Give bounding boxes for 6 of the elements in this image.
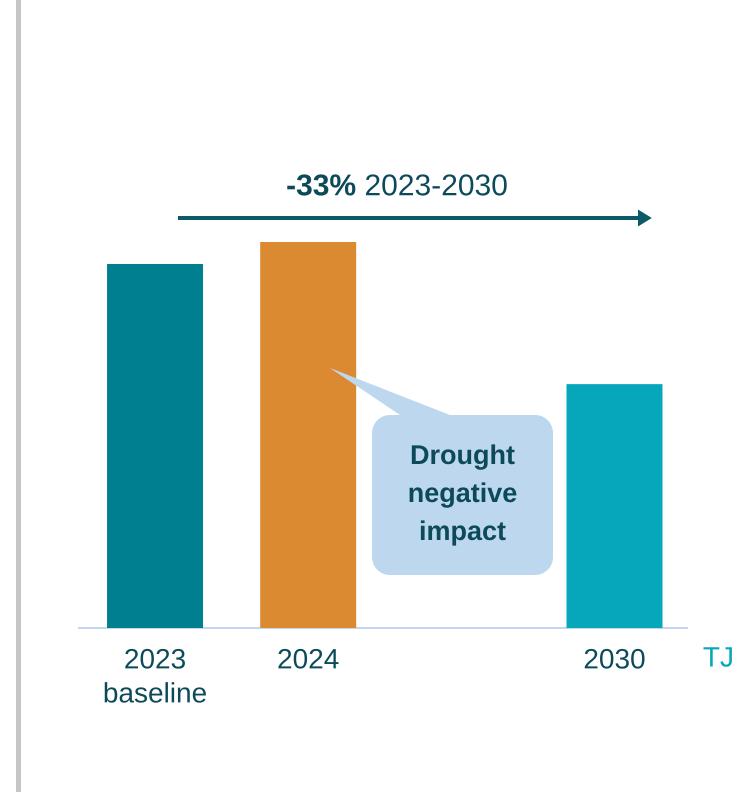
y-axis-title: TJ: [704, 647, 732, 667]
text: -33% 2023-2030: [287, 174, 507, 196]
x-tick-label: 2023 baseline: [104, 648, 206, 703]
x-tick-label: 2024: [278, 648, 338, 669]
x-tick-label: 2030: [584, 648, 645, 669]
annotation: Drought negative impact: [410, 444, 516, 546]
